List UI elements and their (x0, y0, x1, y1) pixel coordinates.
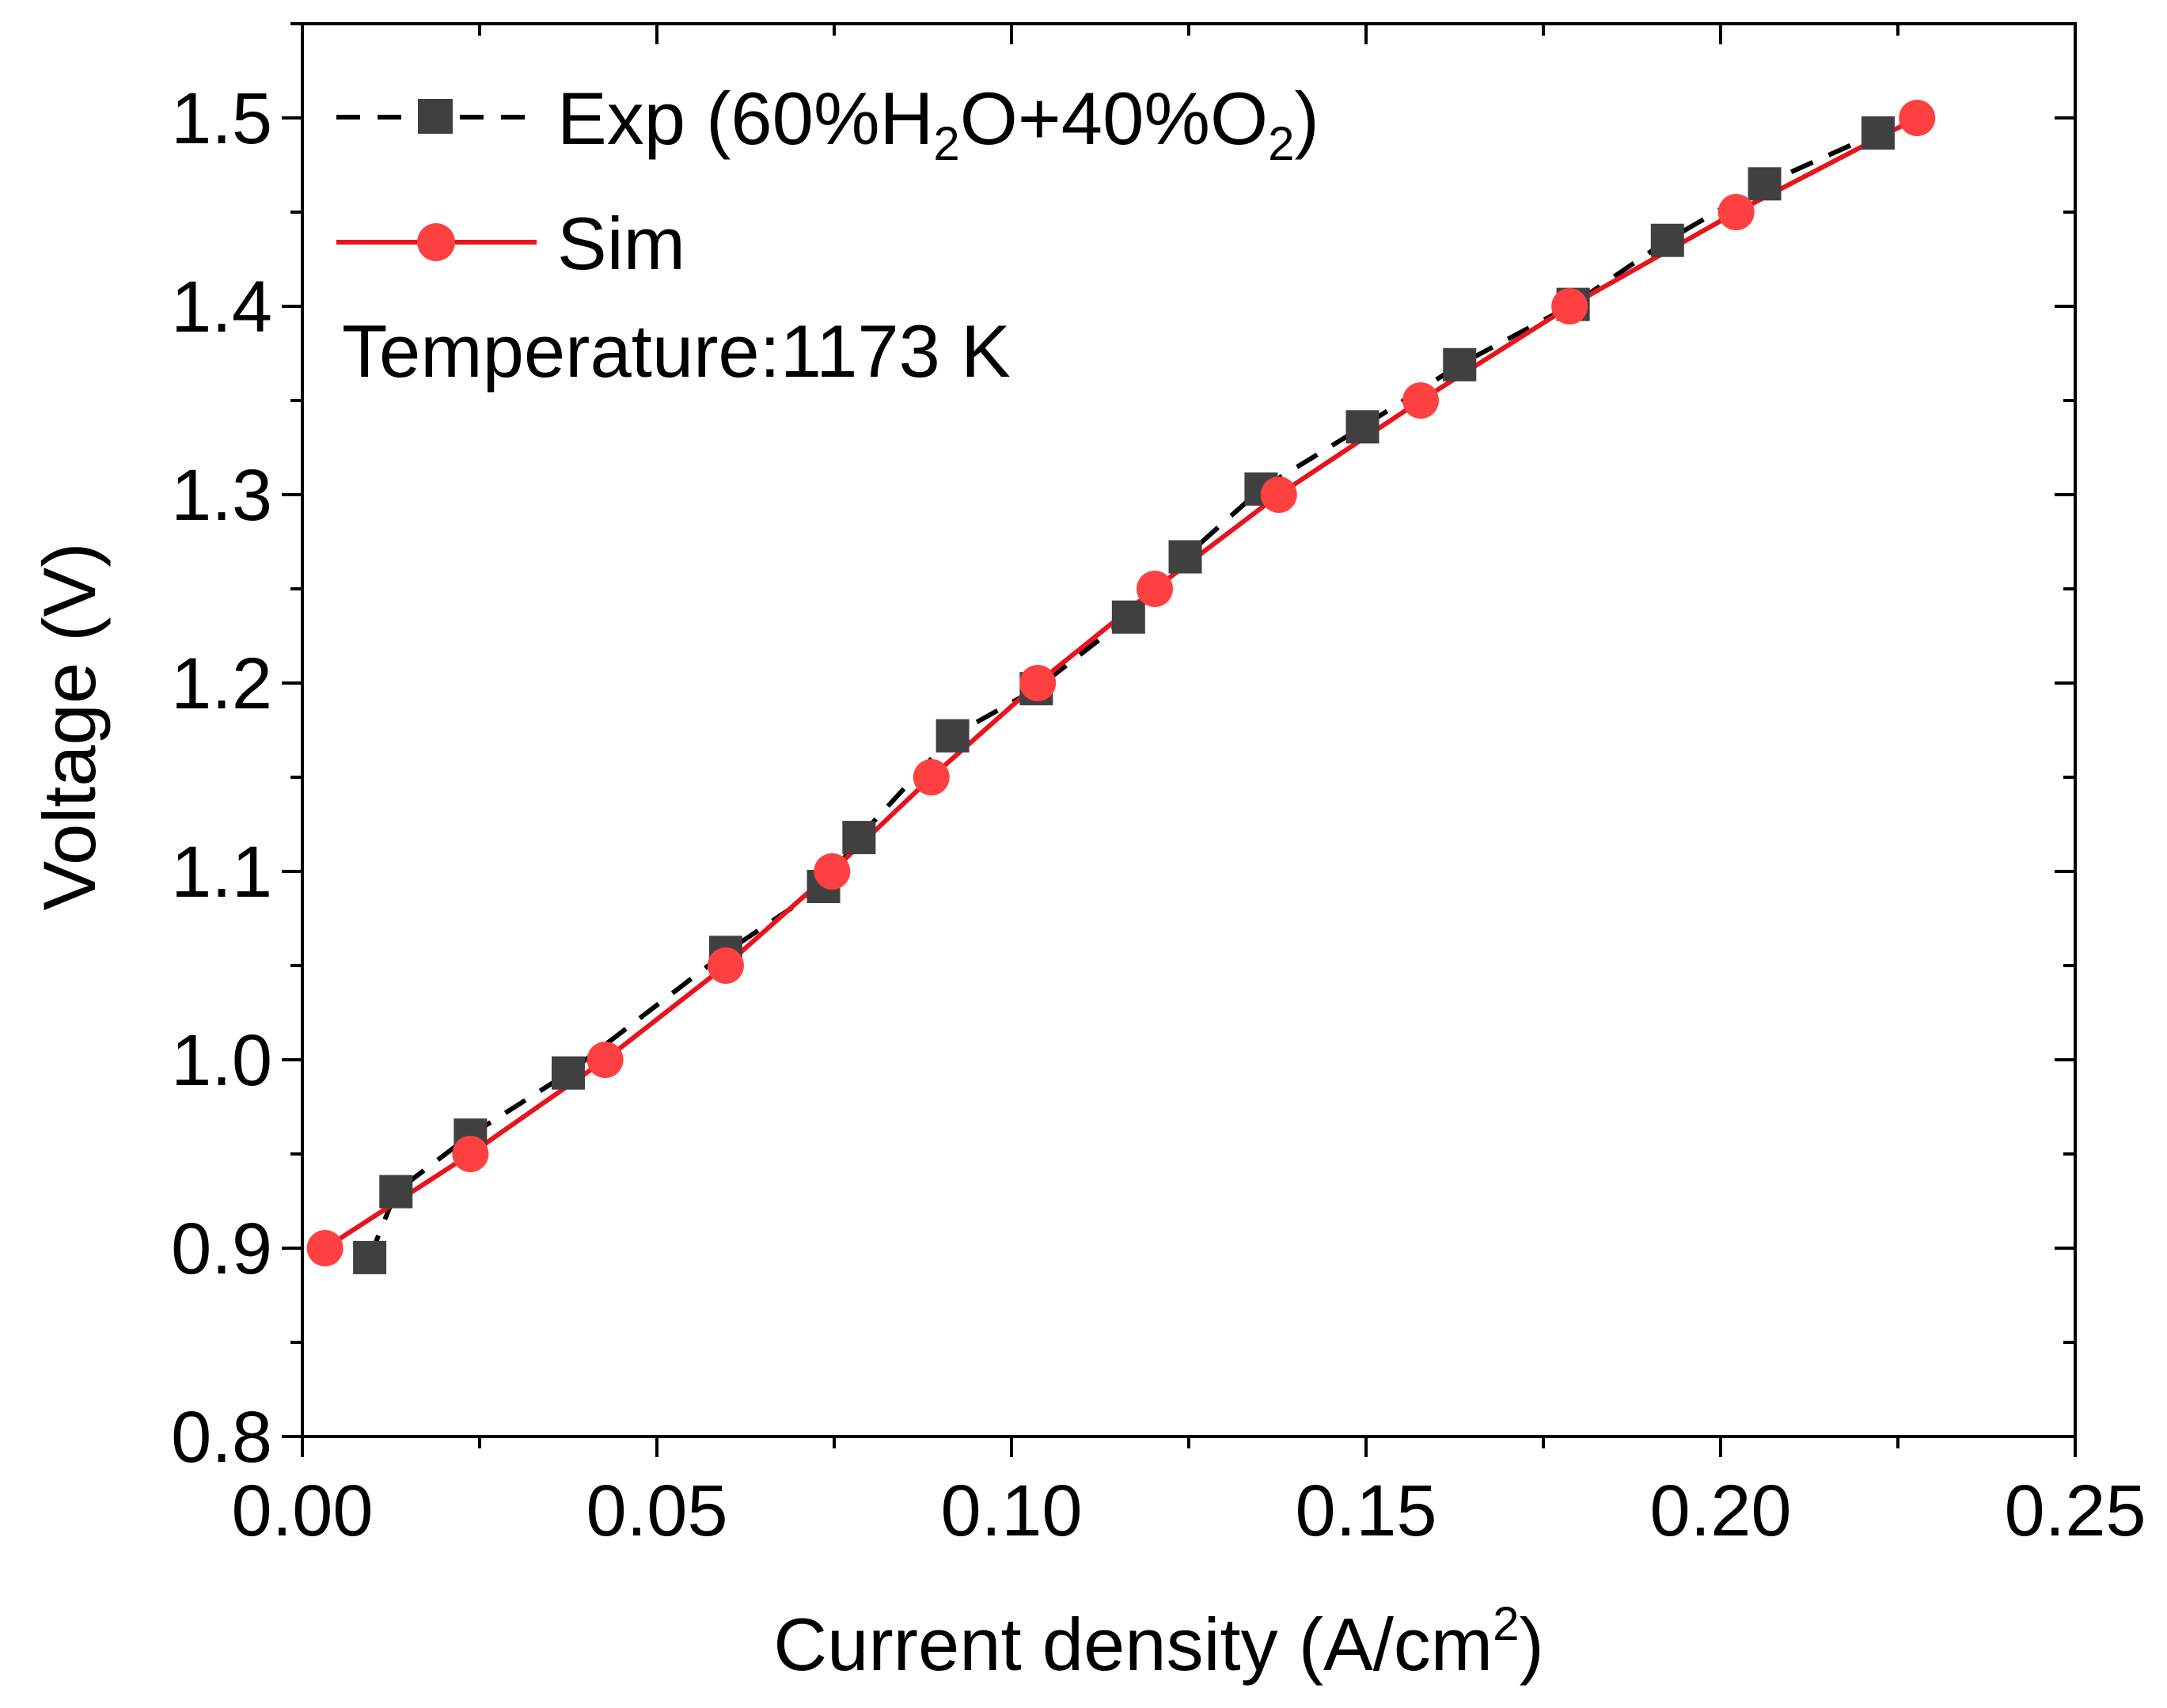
y-tick-label: 1.5 (171, 78, 272, 159)
sim-data-point (306, 1230, 343, 1266)
legend-exp-marker (418, 99, 453, 134)
y-tick-label: 1.0 (171, 1020, 272, 1101)
exp-data-point (1650, 223, 1684, 257)
x-tick-label: 0.20 (1649, 1471, 1791, 1551)
sim-data-point (1899, 100, 1936, 136)
exp-data-point (1345, 410, 1380, 444)
sim-data-point (1402, 382, 1439, 419)
sim-data-point (452, 1136, 489, 1172)
exp-data-point (1168, 540, 1202, 574)
x-axis-title-close: ) (1520, 1603, 1544, 1686)
exp-data-point (552, 1056, 585, 1090)
y-axis-title: Voltage (V) (28, 542, 111, 910)
legend: Exp (60%H2O+40%O2) Sim Temperature:1173 … (336, 77, 1319, 393)
sim-data-point (814, 853, 851, 890)
legend-exp-label-sub1: 2 (933, 117, 959, 170)
sim-data-point (1019, 665, 1057, 701)
sim-data-point (1260, 476, 1297, 513)
legend-exp-label: Exp (60%H2O+40%O2) (557, 77, 1319, 170)
y-tick-label: 1.4 (171, 267, 272, 347)
sim-data-point (707, 947, 744, 984)
x-tick-label: 0.05 (586, 1471, 727, 1551)
legend-sim-marker (417, 223, 455, 261)
exp-data-point (353, 1240, 387, 1274)
x-tick-label: 0.15 (1295, 1471, 1436, 1551)
y-tick-label: 1.3 (171, 455, 272, 536)
legend-exp-label-mid: O+40%O (960, 77, 1268, 160)
sim-data-point (1551, 288, 1588, 325)
exp-data-point (1748, 167, 1782, 201)
exp-data-point (1861, 116, 1895, 150)
y-tick-label: 0.8 (171, 1397, 272, 1478)
legend-exp-label-main: Exp (60%H (557, 77, 933, 160)
exp-data-point (379, 1175, 413, 1209)
exp-data-point (842, 821, 876, 855)
legend-sim-label: Sim (557, 202, 685, 285)
x-axis-title: Current density (A/cm2) (773, 1597, 1544, 1686)
x-axis-title-sup: 2 (1493, 1597, 1519, 1650)
tick-labels: 0.00 0.05 0.10 0.15 0.20 0.25 0.8 0.9 1.0 1.1 1.2 1… (171, 78, 2146, 1551)
sim-data-point (1136, 571, 1173, 607)
sim-data-point (586, 1042, 624, 1078)
x-tick-label: 0.25 (2004, 1471, 2146, 1551)
exp-data-point (1443, 347, 1477, 381)
axis-ticks (282, 22, 2077, 1457)
exp-data-point (935, 719, 970, 753)
y-tick-label: 1.2 (171, 643, 272, 724)
legend-exp-label-end: ) (1294, 77, 1319, 160)
temperature-annotation: Temperature:1173 K (342, 309, 1011, 393)
x-tick-label: 0.10 (940, 1471, 1082, 1551)
legend-exp-label-sub2: 2 (1268, 117, 1294, 170)
x-tick-label: 0.00 (231, 1471, 373, 1551)
sim-data-point (1717, 194, 1755, 230)
series-layer (306, 100, 1936, 1274)
x-axis-title-main: Current density (A/cm (773, 1603, 1493, 1686)
sim-data-point (913, 759, 950, 795)
y-tick-label: 1.1 (171, 832, 272, 913)
exp-data-point (1111, 600, 1145, 634)
y-tick-label: 0.9 (171, 1209, 272, 1289)
